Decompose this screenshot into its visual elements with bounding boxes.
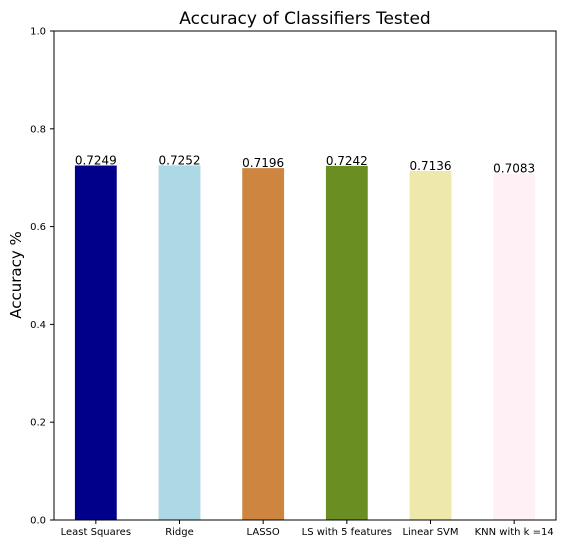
x-tick-label-2: LASSO [247, 527, 280, 538]
y-tick-label-1: 0.2 [30, 418, 46, 429]
y-tick-label-3: 0.6 [30, 222, 46, 233]
x-tick-label-1: Ridge [165, 527, 194, 538]
bar-value-label-2: 0.7196 [242, 156, 284, 170]
bar-4 [409, 171, 452, 521]
y-tick-label-2: 0.4 [30, 320, 46, 331]
x-tick-label-0: Least Squares [61, 527, 131, 538]
bar-1 [158, 165, 201, 520]
y-axis-label: Accuracy % [7, 231, 25, 319]
bar-5 [493, 173, 536, 520]
bar-3 [325, 165, 368, 520]
bar-0 [74, 165, 117, 520]
bar-value-label-1: 0.7252 [159, 153, 201, 167]
y-tick-label-4: 0.8 [30, 124, 46, 135]
x-tick-label-3: LS with 5 features [302, 527, 392, 538]
bar-2 [242, 168, 285, 520]
bar-value-label-0: 0.7249 [75, 154, 117, 168]
bar-value-label-5: 0.7083 [493, 162, 535, 176]
chart-title: Accuracy of Classifiers Tested [179, 9, 430, 29]
bar-value-label-4: 0.7136 [410, 159, 452, 173]
plot-area: 0.7249 Least Squares 0.7252 Ridge 0.7196 LASS… [30, 27, 557, 538]
y-tick-label-0: 0.0 [30, 516, 46, 527]
bar-value-label-3: 0.7242 [326, 154, 368, 168]
y-tick-label-5: 1.0 [30, 27, 46, 38]
x-tick-label-4: Linear SVM [402, 527, 458, 538]
x-tick-label-5: KNN with k =14 [475, 527, 554, 538]
plot-frame [53, 30, 557, 521]
